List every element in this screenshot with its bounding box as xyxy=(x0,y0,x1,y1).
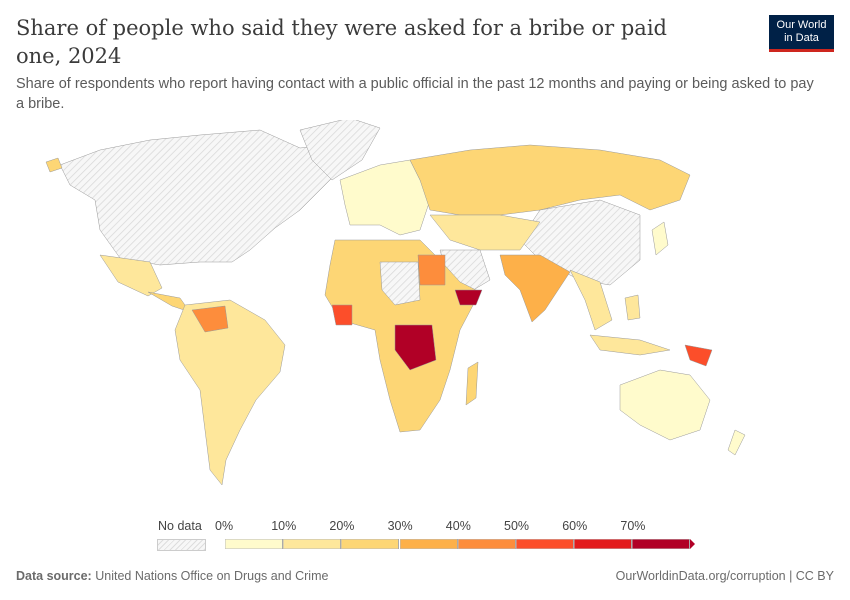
region-new-zealand xyxy=(727,429,746,456)
region-drc xyxy=(394,324,437,371)
legend-arrow xyxy=(690,539,695,549)
legend-bin-6[interactable] xyxy=(574,539,633,549)
legend-bin-5[interactable] xyxy=(516,539,574,549)
region-alaska xyxy=(45,157,63,173)
region-russia xyxy=(409,144,691,216)
owid-logo[interactable]: Our World in Data xyxy=(769,15,834,52)
region-japan xyxy=(651,221,669,256)
source-label: Data source: xyxy=(16,569,92,583)
legend-bin-0[interactable] xyxy=(225,539,283,549)
legend-tick-label: 30% xyxy=(387,519,413,533)
region-philippines xyxy=(624,294,641,321)
chart-subtitle: Share of respondents who report having c… xyxy=(16,76,814,112)
legend-tick-label: 0% xyxy=(215,519,234,533)
legend-bin-1[interactable] xyxy=(283,539,342,549)
region-europe xyxy=(339,159,431,236)
legend-bin-2[interactable] xyxy=(341,539,400,549)
chart-title: Share of people who said they were asked… xyxy=(16,16,667,68)
world-map[interactable] xyxy=(0,120,850,515)
legend-bin-4[interactable] xyxy=(457,539,516,549)
legend-tick-label: 40% xyxy=(445,519,471,533)
region-mexico xyxy=(99,254,163,297)
region-north-america xyxy=(59,129,346,266)
legend-bin-3[interactable] xyxy=(399,539,458,549)
region-png xyxy=(684,344,713,367)
legend-no-data-swatch[interactable] xyxy=(157,539,206,551)
logo-text: Our World in Data xyxy=(776,19,827,44)
region-sahara xyxy=(379,261,421,306)
region-middle-east xyxy=(429,214,541,251)
legend-tick-label: 60% xyxy=(562,519,588,533)
legend-tick-label: 70% xyxy=(620,519,646,533)
region-indonesia xyxy=(589,334,671,356)
region-madagascar xyxy=(465,361,479,406)
region-southeast-asia xyxy=(569,269,613,331)
region-greenland xyxy=(299,120,381,181)
region-india xyxy=(499,254,571,323)
legend-tick-label: 10% xyxy=(271,519,297,533)
footer-link[interactable]: OurWorldinData.org/corruption | CC BY xyxy=(615,569,834,583)
legend-tick-label: 50% xyxy=(504,519,530,533)
region-yemen xyxy=(454,289,483,306)
region-australia xyxy=(619,369,711,441)
region-west-africa xyxy=(331,304,353,326)
region-south-america xyxy=(174,299,286,486)
legend-tick-label: 20% xyxy=(329,519,355,533)
data-source: Data source: United Nations Office on Dr… xyxy=(16,569,328,583)
region-egypt xyxy=(417,254,446,286)
legend-bin-7[interactable] xyxy=(632,539,691,549)
region-venezuela xyxy=(191,305,229,333)
source-text: United Nations Office on Drugs and Crime xyxy=(95,569,329,583)
legend-no-data-label: No data xyxy=(158,519,202,533)
